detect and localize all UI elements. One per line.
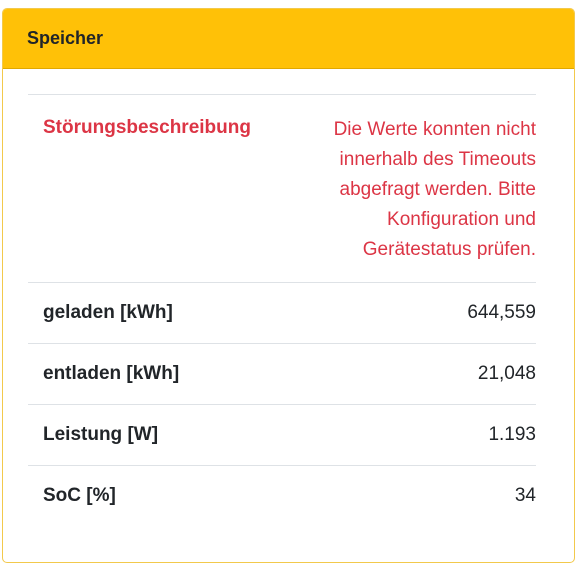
power-label: Leistung [W]: [28, 404, 303, 466]
table-row-charged: geladen [kWh] 644,559: [28, 282, 536, 344]
storage-table: Störungsbeschreibung Die Werte konnten n…: [28, 94, 536, 526]
charged-label: geladen [kWh]: [28, 282, 303, 344]
table-row-soc: SoC [%] 34: [28, 466, 536, 527]
charged-value: 644,559: [303, 282, 536, 344]
card-header: Speicher: [3, 9, 574, 69]
table-row-power: Leistung [W] 1.193: [28, 404, 536, 466]
discharged-label: entladen [kWh]: [28, 343, 303, 405]
soc-value: 34: [514, 485, 536, 506]
card-body: Störungsbeschreibung Die Werte konnten n…: [3, 69, 574, 526]
error-description-label: Störungsbeschreibung: [28, 94, 303, 283]
table-row-error-description: Störungsbeschreibung Die Werte konnten n…: [28, 94, 536, 283]
soc-label: SoC [%]: [43, 485, 116, 506]
discharged-value: 21,048: [303, 343, 536, 405]
error-description-value: Die Werte konnten nicht innerhalb des Ti…: [303, 94, 536, 283]
storage-card: Speicher Störungsbeschreibung Die Werte …: [2, 8, 575, 563]
table-row-discharged: entladen [kWh] 21,048: [28, 343, 536, 405]
power-value: 1.193: [303, 404, 536, 466]
card-title: Speicher: [27, 28, 104, 48]
